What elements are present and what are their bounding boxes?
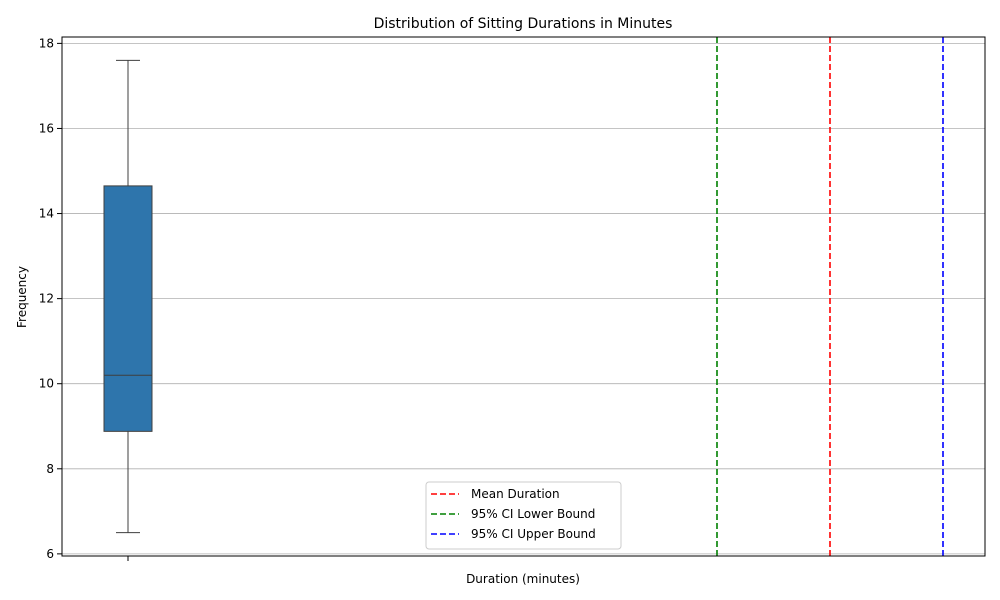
y-tick-label: 14 <box>39 207 54 221</box>
y-tick-label: 16 <box>39 121 54 135</box>
reference-lines <box>716 37 944 556</box>
legend-label: Mean Duration <box>471 487 560 501</box>
legend-label: 95% CI Lower Bound <box>471 507 595 521</box>
y-axis-label: Frequency <box>15 266 29 328</box>
chart-title: Distribution of Sitting Durations in Min… <box>374 16 673 32</box>
box-iqr <box>103 185 153 432</box>
y-tick-label: 18 <box>39 36 54 50</box>
legend: Mean Duration 95% CI Lower Bound 95% CI Up… <box>425 481 622 550</box>
y-axis: 6 8 10 12 14 16 18 <box>39 36 62 561</box>
y-tick-label: 8 <box>46 462 54 476</box>
legend-label: 95% CI Upper Bound <box>471 527 596 541</box>
grid-lines <box>62 42 985 555</box>
legend-box <box>425 481 622 550</box>
y-tick-label: 10 <box>39 377 54 391</box>
box-plot <box>103 59 153 534</box>
y-tick-label: 12 <box>39 292 54 306</box>
x-axis-label: Duration (minutes) <box>466 572 580 586</box>
plot-frame <box>61 36 986 557</box>
y-tick-label: 6 <box>46 547 54 561</box>
